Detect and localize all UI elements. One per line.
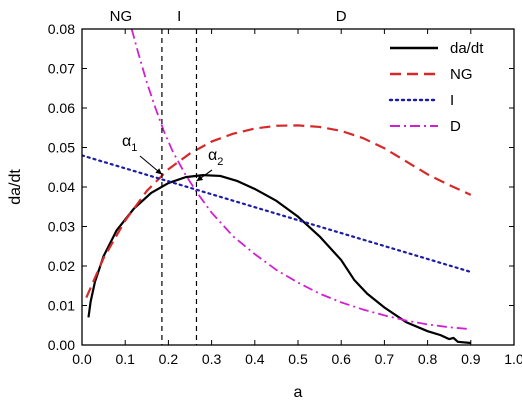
x-tick-label: 0.8: [418, 351, 438, 367]
legend-label-i: I: [450, 92, 454, 109]
axis-ticks: 0.0 0.1 0.2 0.3 0.4 0.5 0.6 0.7 0.8 0.9 1.0 0.00 0.0…: [48, 21, 522, 367]
y-tick-label: 0.05: [48, 140, 75, 156]
x-tick-label: 0.3: [202, 351, 222, 367]
x-tick-label: 0.6: [331, 351, 351, 367]
region-label-ng: NG: [110, 8, 133, 25]
legend-label-d: D: [450, 118, 461, 135]
x-tick-label: 0.2: [159, 351, 179, 367]
y-tick-label: 0.00: [48, 337, 75, 353]
annotation-arrowhead-2: [196, 175, 204, 182]
x-axis-title: a: [294, 384, 303, 401]
annotation-arrowhead-1: [155, 168, 162, 175]
y-tick-label: 0.08: [48, 21, 75, 37]
x-tick-label: 0.4: [245, 351, 265, 367]
y-tick-label: 0.03: [48, 219, 75, 235]
series-line-da-dt: [87, 174, 471, 345]
series-line-ng: [85, 124, 472, 299]
series-line-i: [82, 154, 472, 274]
region-dividers: [161, 29, 198, 345]
region-label-i: I: [177, 8, 181, 25]
series-line-d: [130, 29, 471, 331]
x-tick-label: 0.9: [461, 351, 481, 367]
y-tick-label: 0.04: [48, 179, 75, 195]
region-label-d: D: [336, 8, 347, 25]
series-layer: [82, 29, 472, 345]
legend-label-ng: NG: [450, 66, 473, 83]
y-tick-label: 0.06: [48, 100, 75, 116]
y-tick-label: 0.07: [48, 61, 75, 77]
x-tick-label: 0.7: [375, 351, 395, 367]
x-tick-label: 0.0: [72, 351, 92, 367]
x-tick-label: 0.1: [115, 351, 135, 367]
legend-label-da-dt: da/dt: [450, 40, 484, 57]
y-tick-label: 0.01: [48, 298, 75, 314]
y-axis-title: da/dt: [7, 169, 24, 205]
legend: da/dt NG ID: [388, 40, 484, 135]
y-tick-label: 0.02: [48, 258, 75, 274]
x-tick-label: 1.0: [504, 351, 522, 367]
x-tick-label: 0.5: [288, 351, 308, 367]
